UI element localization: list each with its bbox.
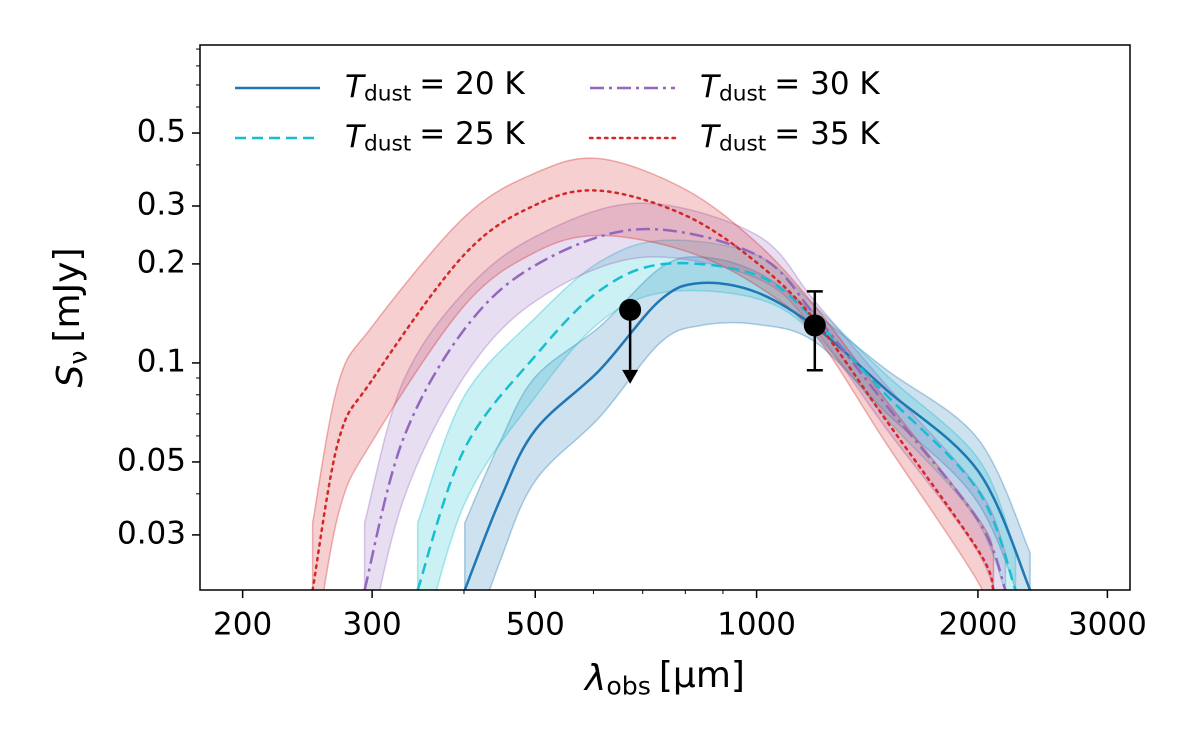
x-tick-label: 500 [506,607,565,643]
y-tick-label: 0.03 [117,515,186,551]
y-tick-label: 0.1 [137,343,186,379]
symbol: T [345,119,366,155]
subscript: obs [606,672,651,701]
axes-frame [199,44,1131,591]
plot-area [311,157,1032,590]
y-tick-label: 0.2 [137,244,186,280]
uncertainty-band [416,239,1017,590]
x-axis-label: λobs [μm] [583,655,745,701]
subscript: dust [719,132,766,157]
symbol: λ [583,658,606,699]
x-tick-label: 2000 [938,607,1017,643]
legend-label: Tdust = 35 K [700,116,880,157]
x-tick-label: 3000 [1068,607,1147,643]
x-tick-label: 200 [213,607,272,643]
label-text: [μm] [659,655,745,696]
y-tick-label: 0.05 [117,442,186,478]
model-line [363,227,1007,590]
data-point [803,314,826,337]
legend-label: Tdust = 30 K [700,66,880,107]
subscript: dust [719,82,766,107]
y-tick-label: 0.5 [137,114,186,150]
symbol: T [700,69,721,105]
label-text: = 25 K [419,116,525,152]
x-tick-label: 300 [343,607,402,643]
legend-label: Tdust = 25 K [345,116,525,157]
x-tick-label: 1000 [717,607,796,643]
uncertainty-band [311,157,995,590]
label-text: = 20 K [419,66,525,102]
model-line [463,281,1032,590]
legend-label: Tdust = 20 K [345,66,525,107]
subscript: ν [64,351,93,365]
symbol: T [700,119,721,155]
symbol: T [345,69,366,105]
model-line [311,189,995,590]
y-axis-label: Sν [mJy] [47,247,93,387]
label-text: = 35 K [774,116,880,152]
data-point [619,298,642,321]
overlay: 200 300 500 1000 2000 3000 0.03 0.05 0.1 0.2 0.3 0.… [47,48,1147,701]
subscript: dust [364,132,411,157]
subscript: dust [364,82,411,107]
label-text: [mJy] [47,247,88,342]
uncertainty-band [363,202,1007,590]
y-tick-label: 0.3 [137,186,186,222]
label-text: = 30 K [774,66,880,102]
symbol: S [50,365,91,388]
arrow-head [622,369,639,384]
